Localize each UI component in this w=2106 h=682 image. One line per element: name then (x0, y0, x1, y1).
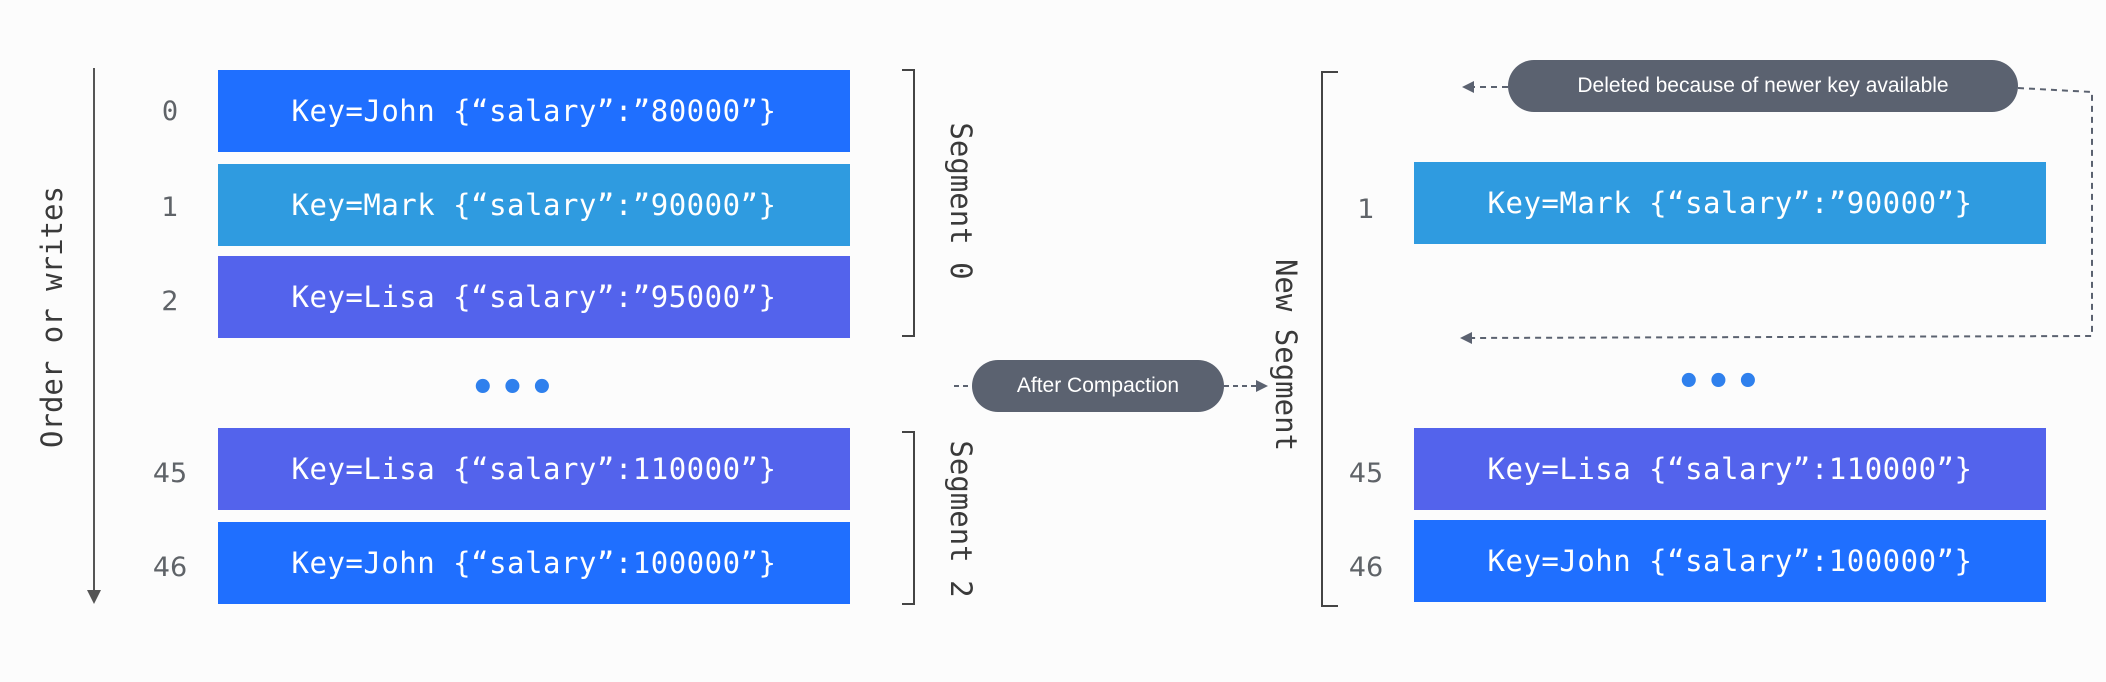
deleted-arrow-path (1469, 87, 2093, 339)
new-segment-label: New Segment (1269, 258, 1303, 452)
segment-2-bracket (902, 431, 915, 605)
record-index: 46 (1348, 552, 1384, 583)
deleted-arrow-top-head (1462, 81, 1474, 93)
compaction-arrowhead (1256, 380, 1268, 392)
record-index: 45 (1348, 458, 1384, 489)
record-text: Key=John {“salary”:100000”} (291, 546, 777, 580)
new-record-mark-90000: Key=Mark {“salary”:”90000”} (1414, 162, 2046, 244)
record-text: Key=Lisa {“salary”:110000”} (1487, 452, 1973, 486)
record-text: Key=Lisa {“salary”:110000”} (291, 452, 777, 486)
left-ellipsis: ••• (470, 365, 559, 411)
deleted-note-pill: Deleted because of newer key available (1508, 60, 2018, 112)
new-record-john-100000: Key=John {“salary”:100000”} (1414, 520, 2046, 602)
record-text: Key=Lisa {“salary”:”95000”} (291, 280, 777, 314)
order-axis-label: Order or writes (35, 186, 69, 448)
record-text: Key=John {“salary”:”80000”} (291, 94, 777, 128)
record-john-100000: Key=John {“salary”:100000”} (218, 522, 850, 604)
record-index: 0 (161, 96, 179, 127)
after-compaction-pill: After Compaction (972, 360, 1224, 412)
record-text: Key=Mark {“salary”:”90000”} (291, 188, 777, 222)
record-index: 2 (161, 286, 179, 317)
new-segment-bracket (1321, 71, 1338, 607)
record-mark-90000: Key=Mark {“salary”:”90000”} (218, 164, 850, 246)
segment-0-bracket (902, 69, 915, 337)
record-john-80000: Key=John {“salary”:”80000”} (218, 70, 850, 152)
deleted-arrow-bottom-head (1460, 332, 1472, 344)
new-record-lisa-110000: Key=Lisa {“salary”:110000”} (1414, 428, 2046, 510)
segment-2-label: Segment 2 (944, 440, 978, 598)
record-index: 1 (161, 192, 179, 223)
right-ellipsis: ••• (1676, 359, 1765, 405)
record-index: 45 (152, 458, 188, 489)
record-index: 46 (152, 552, 188, 583)
record-lisa-110000: Key=Lisa {“salary”:110000”} (218, 428, 850, 510)
segment-0-label: Segment 0 (944, 122, 978, 280)
record-index: 1 (1357, 194, 1375, 225)
record-lisa-95000: Key=Lisa {“salary”:”95000”} (218, 256, 850, 338)
record-text: Key=John {“salary”:100000”} (1487, 544, 1973, 578)
record-text: Key=Mark {“salary”:”90000”} (1487, 186, 1973, 220)
order-axis-arrowhead (87, 590, 101, 604)
